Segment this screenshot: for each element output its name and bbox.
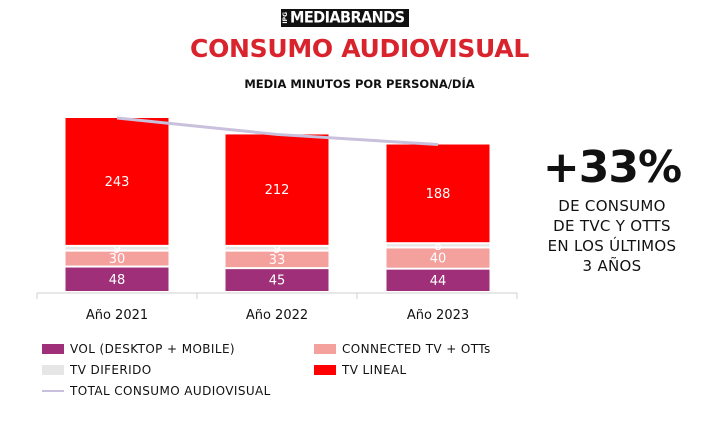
legend-item-ctv: CONNECTED TV + OTTs [314,342,491,356]
callout-line-3: EN LOS ÚLTIMOS [547,237,677,255]
category-label-2: Año 2022 [246,308,308,323]
bar-segment-ctv-3 [386,248,490,268]
category-label-3: Año 2023 [407,308,469,323]
legend-swatch-ctv [314,344,336,354]
bar-segment-vol-1 [65,267,169,291]
bar-segment-lineal-1 [65,118,169,245]
legend-swatch-lineal [314,365,336,375]
data-label-diferido-1: 9 [113,242,121,257]
legend-label-total: TOTAL CONSUMO AUDIOVISUAL [70,384,271,398]
data-label-ctv-3: 40 [430,252,447,267]
mediabrands-logo: IPG MEDIABRANDS [281,9,409,27]
growth-callout: +33% DE CONSUMO DE TVC Y OTTS EN LOS ÚLT… [522,140,702,276]
legend-label-lineal: TV LINEAL [342,363,407,377]
data-label-lineal-2: 212 [265,183,290,198]
data-label-vol-1: 48 [109,273,126,288]
callout-line-2: DE TVC Y OTTS [553,217,671,235]
chart-subtitle: MEDIA MINUTOS POR PERSONA/DÍA [244,77,475,91]
bar-segment-lineal-3 [386,144,490,243]
legend-label-diferido: TV DIFERIDO [70,363,152,377]
legend-label-ctv: CONNECTED TV + OTTs [342,342,491,356]
bar-segment-lineal-2 [225,134,329,245]
bar-segment-vol-3 [386,269,490,291]
legend-swatch-vol [42,344,64,354]
data-label-ctv-1: 30 [109,252,126,267]
bar-segment-diferido-2 [225,246,329,250]
bar-segment-vol-2 [225,269,329,291]
callout-line-1: DE CONSUMO [558,197,666,215]
data-label-ctv-2: 33 [269,253,286,268]
data-label-vol-2: 45 [269,274,286,289]
category-label-1: Año 2021 [86,308,148,323]
data-label-lineal-1: 243 [105,175,130,190]
bar-segment-diferido-1 [65,246,169,250]
growth-value: +33% [542,142,682,193]
legend-item-total: TOTAL CONSUMO AUDIOVISUAL [42,384,271,398]
data-label-diferido-2: 9 [273,242,281,257]
legend-label-vol: VOL (DESKTOP + MOBILE) [70,342,236,356]
data-label-vol-3: 44 [430,274,447,289]
legend-item-vol: VOL (DESKTOP + MOBILE) [42,342,235,356]
data-label-diferido-3: 8 [434,239,442,254]
total-consumo-line [116,116,439,147]
bar-segment-ctv-2 [225,251,329,268]
logo-text: MEDIABRANDS [290,9,405,27]
bar-segment-diferido-3 [386,244,490,247]
legend-line-total [42,390,64,392]
legend-swatch-diferido [42,365,64,375]
data-label-lineal-3: 188 [426,187,451,202]
legend-item-diferido: TV DIFERIDO [42,363,152,377]
bar-segment-ctv-1 [65,251,169,266]
chart-title: CONSUMO AUDIOVISUAL [190,34,529,63]
callout-line-4: 3 AÑOS [582,257,642,275]
legend-item-lineal: TV LINEAL [314,363,407,377]
